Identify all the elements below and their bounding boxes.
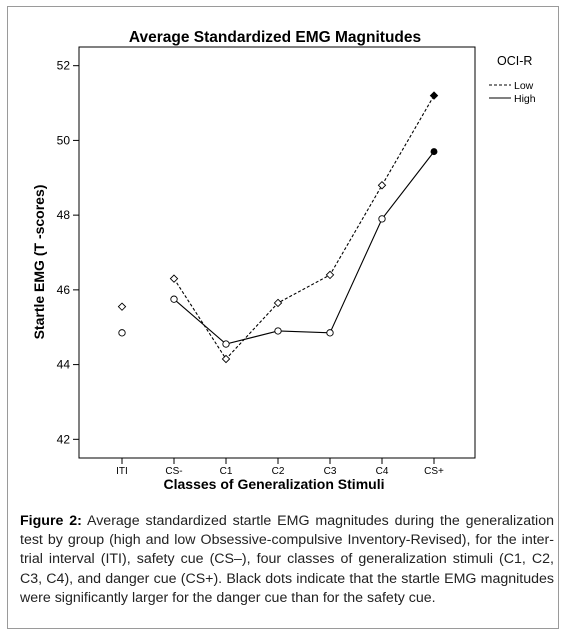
x-axis: ITI CS- C1 C2 C3 C4 CS+ [116,458,444,477]
data-point-circle [378,215,386,223]
legend-label: High [514,93,536,105]
data-point-diamond [273,298,283,308]
y-axis: 42 44 46 48 50 52 [57,59,79,446]
series-layer [117,91,439,364]
x-axis-label: Classes of Generalization Stimuli [164,476,385,492]
figure-frame [7,6,559,629]
y-tick-label: 50 [57,133,71,147]
y-tick-label: 42 [57,432,71,446]
data-point-circle [222,340,230,348]
y-tick-label: 46 [57,283,71,297]
data-point-diamond [325,270,335,280]
x-tick-label: C1 [220,466,233,477]
x-tick-label: ITI [116,466,128,477]
plot-area [78,46,476,459]
chart-svg: Average Standardized EMG Magnitudes 42 44… [31,29,536,492]
caption-label: Figure 2: [20,513,82,529]
data-point-diamond [221,354,231,364]
data-point-diamond [117,302,127,311]
data-point-diamond [377,181,387,190]
series-line-low [173,95,435,360]
data-point-diamond [429,91,439,100]
legend-title: OCI-R [497,54,532,68]
data-point-diamond [169,274,179,283]
figure-caption: Figure 2: Average standardized startle E… [20,512,554,608]
data-point-circle [326,329,334,337]
y-tick-label: 48 [57,208,71,222]
series-line-high [173,151,435,345]
x-tick-label: CS+ [424,466,444,477]
x-tick-label: CS- [165,466,182,477]
series-high [118,148,438,348]
legend-label: Low [514,80,534,92]
data-point-circle [430,148,438,156]
data-point-circle [170,295,178,303]
data-point-circle [274,327,282,335]
series-low [117,91,439,364]
y-tick-label: 52 [57,59,71,73]
x-tick-label: C3 [324,466,337,477]
caption-text: Average standardized startle EMG magnitu… [20,513,554,606]
y-tick-label: 44 [57,358,71,372]
y-axis-label: Startle EMG (T -scores) [31,185,47,340]
x-tick-label: C4 [376,466,389,477]
chart: Average Standardized EMG Magnitudes 42 44… [8,7,558,507]
chart-title: Average Standardized EMG Magnitudes [129,29,421,46]
data-point-circle [118,329,126,337]
x-tick-label: C2 [272,466,285,477]
